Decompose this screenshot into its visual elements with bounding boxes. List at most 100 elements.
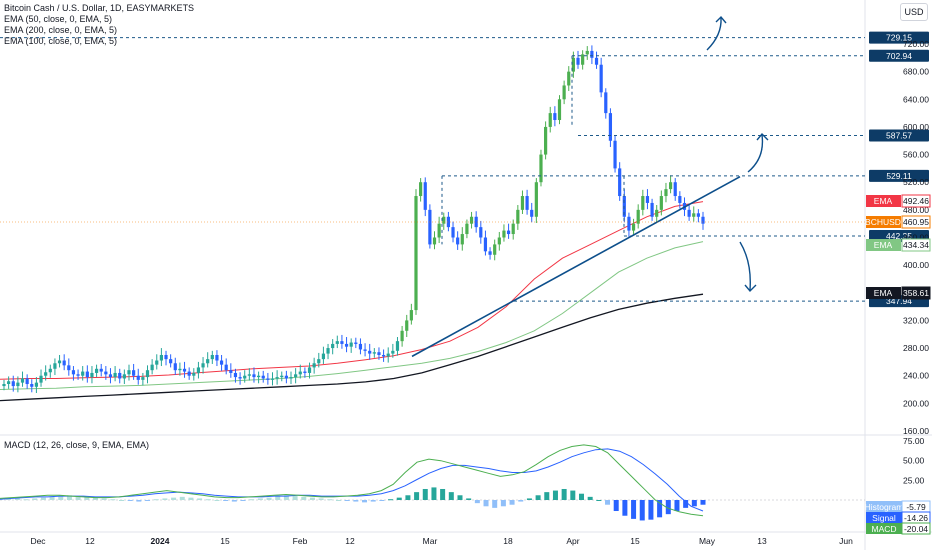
- x-tick-label: Mar: [423, 536, 438, 546]
- macd-bar: [509, 500, 515, 505]
- macd-bar: [474, 500, 480, 504]
- candle-body: [219, 360, 224, 365]
- candle-body: [155, 360, 159, 365]
- candle-body: [233, 372, 238, 378]
- macd-bar: [683, 500, 689, 508]
- candle-body: [48, 368, 52, 373]
- macd-bar: [535, 495, 541, 500]
- macd-bar: [561, 488, 567, 500]
- macd-tag-label: Histogram: [865, 502, 904, 512]
- candle-body: [321, 353, 326, 360]
- candle-body: [687, 209, 691, 217]
- candle-body: [169, 359, 173, 364]
- price-tag-label: EMA: [874, 288, 893, 298]
- arrow-down-head: [744, 284, 757, 293]
- candle-body: [428, 209, 432, 245]
- price-tag-value: 460.95: [903, 217, 929, 227]
- macd-bar: [275, 496, 281, 500]
- macd-bar: [58, 496, 64, 500]
- candle-body: [576, 57, 580, 65]
- price-tag-label: EMA: [874, 240, 893, 250]
- candle-body: [104, 371, 108, 375]
- candle-body: [224, 364, 228, 371]
- candle-body: [141, 377, 145, 380]
- candle-body: [34, 382, 39, 387]
- macd-bar: [223, 500, 229, 501]
- macd-bar: [23, 499, 29, 501]
- candle-body: [479, 227, 483, 238]
- macd-bar: [674, 500, 680, 512]
- candle-body: [266, 378, 270, 380]
- candle-body: [44, 372, 48, 376]
- macd-bar: [179, 496, 185, 500]
- candle-body: [39, 375, 43, 383]
- x-tick-label: Jun: [839, 536, 853, 546]
- candle-body: [655, 209, 659, 217]
- candle-body: [553, 113, 557, 121]
- macd-bar: [605, 500, 611, 505]
- candle-body: [673, 182, 677, 197]
- candle-body: [280, 375, 284, 378]
- candle-body: [636, 209, 640, 224]
- currency-button[interactable]: USD: [900, 3, 928, 21]
- y-tick-label: 320.00: [903, 315, 929, 325]
- macd-bar: [283, 495, 289, 500]
- price-tag-price: BCHUSD 460.95: [865, 215, 931, 229]
- macd-bar: [162, 498, 168, 500]
- macd-bar: [631, 500, 637, 519]
- macd-bar: [231, 500, 237, 502]
- candle-body: [331, 343, 335, 349]
- candle-body: [465, 223, 469, 235]
- candle-body: [294, 374, 298, 378]
- candle-body: [381, 354, 386, 357]
- candle-body: [590, 50, 594, 58]
- candle-body: [30, 384, 34, 387]
- macd-bar: [84, 496, 90, 500]
- candle-body: [90, 372, 94, 378]
- macd-bar: [396, 497, 402, 500]
- candle-body: [210, 354, 214, 360]
- price-tag-value-bg: [901, 215, 931, 229]
- candle-body: [229, 370, 233, 373]
- candle-body: [678, 196, 682, 203]
- macd-bar: [32, 498, 38, 500]
- macd-bar: [101, 498, 107, 500]
- price-tag-value-bg: [901, 286, 931, 300]
- y-tick-label: 400.00: [903, 260, 929, 270]
- macd-bar: [379, 500, 385, 501]
- candle-body: [349, 342, 353, 347]
- macd-bar: [327, 499, 333, 501]
- price-tag-ema50: EMA 492.46: [866, 194, 931, 208]
- candle-body: [363, 349, 367, 351]
- candle-body: [85, 371, 89, 378]
- candle-body: [506, 230, 511, 235]
- signal-line: [0, 448, 704, 512]
- candle-body: [659, 196, 663, 210]
- candle-body: [270, 378, 275, 380]
- candle-body: [187, 371, 191, 376]
- macd-y-tick: 25.00: [903, 475, 925, 485]
- macd-bar: [249, 499, 255, 501]
- price-tag-label-bg: [866, 239, 901, 251]
- price-tag-ema200: EMA 358.61: [866, 286, 931, 300]
- macd-tag-value-bg: [901, 522, 931, 535]
- candle-body: [7, 381, 11, 385]
- macd-bar: [318, 498, 324, 500]
- candle-body: [432, 237, 437, 245]
- y-tick-label: 240.00: [903, 371, 929, 381]
- macd-bar: [153, 499, 159, 501]
- macd-bar: [344, 500, 350, 501]
- candle-body: [303, 371, 307, 373]
- macd-bar: [596, 500, 602, 501]
- macd-bar: [40, 497, 46, 500]
- arrow-up-2-head: [756, 132, 769, 141]
- macd-bar: [353, 500, 359, 502]
- candle-body: [391, 350, 395, 354]
- macd-bar: [700, 500, 706, 505]
- candle-body: [261, 375, 265, 379]
- candle-body: [62, 360, 66, 366]
- macd-bar: [587, 496, 593, 500]
- candle-body: [127, 370, 131, 375]
- candle-body: [307, 367, 312, 373]
